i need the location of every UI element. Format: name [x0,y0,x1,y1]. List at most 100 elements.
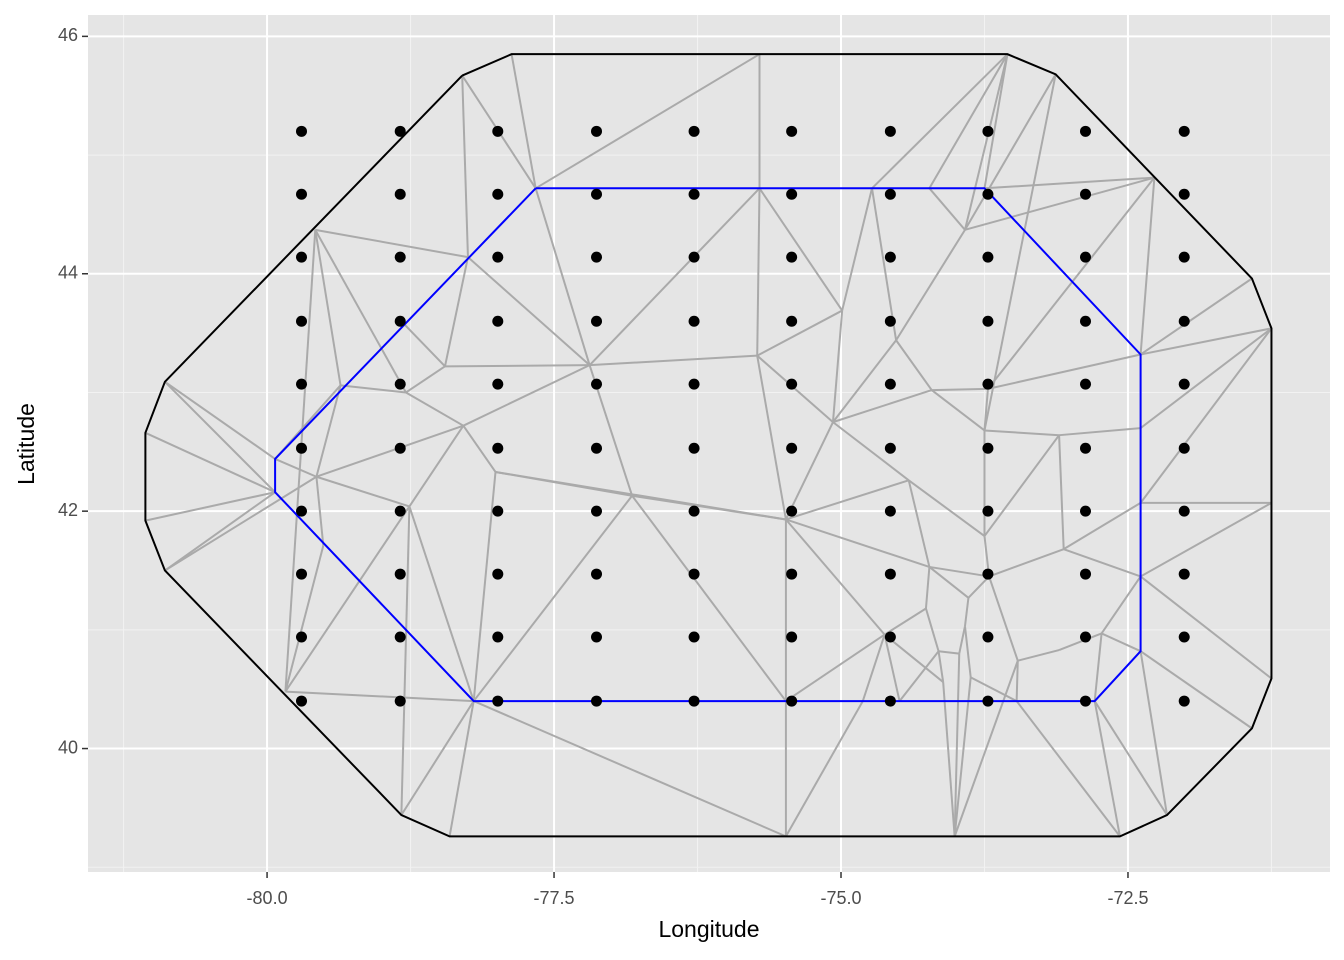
point [591,315,603,327]
mesh-edge [400,700,475,816]
mesh-edge [970,676,1018,702]
mesh-edge [589,354,758,367]
mesh-edge [315,476,325,546]
mesh-edge [164,491,276,572]
x-axis-title: Longitude [658,916,759,942]
point [1178,378,1190,390]
x-tick-label: -75.0 [820,888,861,908]
mesh-edge [448,700,475,837]
point [591,125,603,137]
point [688,631,700,643]
point [394,568,406,580]
mesh-edge [1059,427,1141,437]
mesh-edge [953,660,1019,837]
mesh-edge [1093,633,1103,702]
mesh-edge [1139,177,1156,355]
point [1080,442,1092,454]
mesh-edge [588,187,761,366]
mesh-edge [472,471,497,702]
point [884,442,896,454]
mesh-edge [340,384,407,394]
point [591,442,603,454]
mesh-edge [988,576,1019,662]
point [394,125,406,137]
mesh-edge [274,458,317,478]
mesh-edge [942,682,956,837]
mesh-edge [884,607,927,636]
point [982,315,994,327]
mesh-edge [785,479,910,521]
point [1178,505,1190,517]
panel [88,15,1330,872]
point [688,251,700,263]
point [688,378,700,390]
mesh-edge [831,310,844,423]
point [884,505,896,517]
mesh-edge [631,495,787,702]
mesh-edge [871,188,898,341]
mesh-edge [534,188,591,366]
mesh-edge [164,381,276,493]
mesh-edge [987,353,1141,390]
point [1080,251,1092,263]
mesh-edge [984,176,1155,190]
y-tick-label: 40 [58,737,78,757]
point [786,251,798,263]
mesh-edge [785,633,886,702]
mesh-edge [871,53,1009,190]
point [296,378,308,390]
point [492,568,504,580]
point [591,568,603,580]
mesh-edge [1101,632,1142,653]
mesh-edge [399,319,446,368]
x-tick-label: -77.5 [534,888,575,908]
mesh-edge [400,506,411,816]
mesh-edge [461,75,469,258]
point [492,631,504,643]
point [394,695,406,707]
point [394,378,406,390]
mesh-edge [924,608,940,652]
mesh-edge [967,575,990,599]
point [492,378,504,390]
x-tick-label: -80.0 [247,888,288,908]
mesh-edge [1140,277,1253,356]
point [884,378,896,390]
point [786,631,798,643]
mesh-edge [473,700,787,838]
mesh-edge [1139,327,1273,429]
mesh-edge [756,188,761,356]
mesh-edge [462,425,497,473]
point [786,505,798,517]
point [394,631,406,643]
mesh-edge [931,389,986,432]
point [394,315,406,327]
mesh-edge [931,387,988,392]
point [1080,568,1092,580]
point [982,631,994,643]
mesh-edge [883,633,944,683]
mesh-edge [938,650,960,655]
mesh-edge [924,566,931,609]
y-tick-label: 42 [58,500,78,520]
mesh-edge [785,421,834,520]
point [1178,695,1190,707]
mesh-edge [315,228,469,259]
mesh-edge [284,505,411,693]
point [591,631,603,643]
point [1178,631,1190,643]
mesh-edge [145,491,276,522]
mesh-edge [462,364,591,427]
mesh-edge [1015,660,1019,702]
point [492,442,504,454]
point [1178,442,1190,454]
mesh-edge [1017,649,1060,662]
point [296,125,308,137]
mesh-edge [467,256,591,366]
point [492,695,504,707]
point [688,505,700,517]
point [982,125,994,137]
point [884,315,896,327]
mesh-edge [983,74,1057,431]
mesh-edge [988,548,1065,578]
